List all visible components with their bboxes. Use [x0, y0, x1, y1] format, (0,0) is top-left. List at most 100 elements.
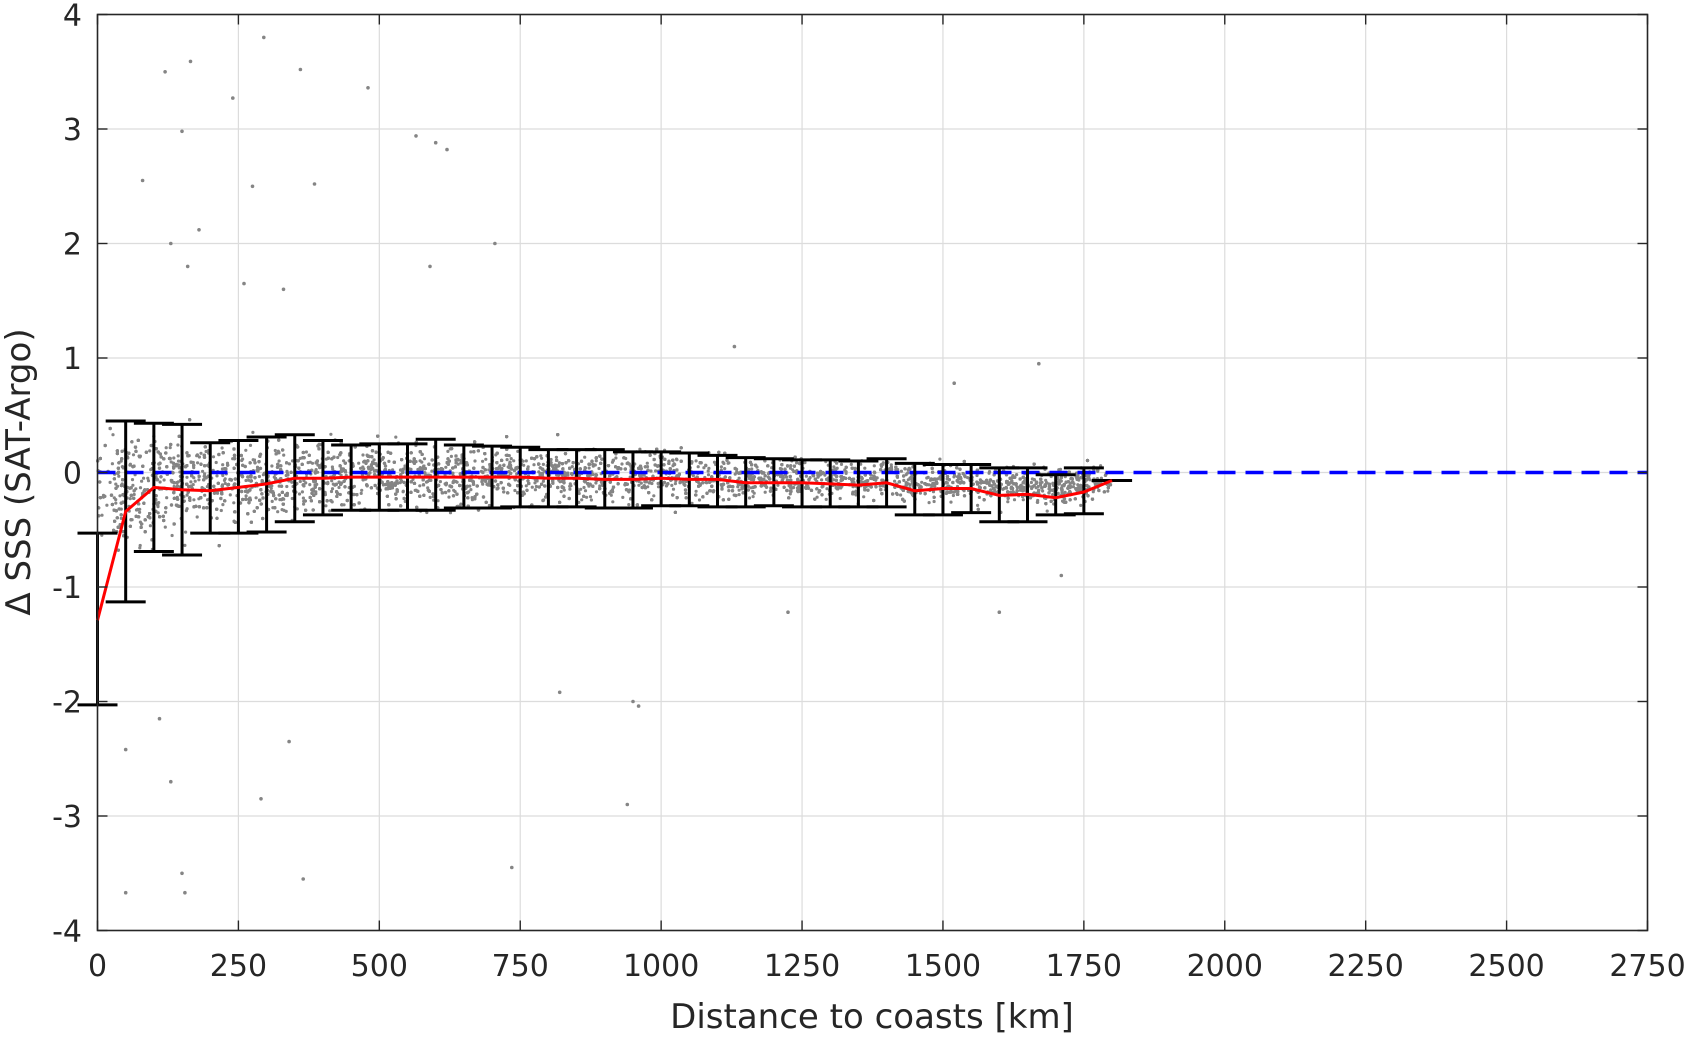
scatter-point [513, 489, 516, 492]
scatter-point [654, 469, 657, 472]
scatter-point [285, 510, 288, 513]
scatter-point [1041, 489, 1044, 492]
scatter-point [525, 484, 528, 487]
scatter-point [627, 503, 630, 506]
scatter-point [329, 433, 332, 436]
scatter-point [1046, 510, 1049, 513]
scatter-point [244, 449, 247, 452]
scatter-point [1030, 481, 1033, 484]
scatter-point [1006, 500, 1009, 503]
scatter-point [585, 496, 588, 499]
scatter-point [920, 481, 923, 484]
scatter-point [203, 494, 206, 497]
scatter-point [255, 496, 258, 499]
scatter-point [185, 509, 188, 512]
scatter-point [752, 495, 755, 498]
scatter-point [720, 465, 723, 468]
scatter-point [594, 473, 597, 476]
scatter-point [197, 478, 200, 481]
scatter-point [532, 463, 535, 466]
scatter-point [649, 469, 652, 472]
scatter-point [285, 485, 288, 488]
scatter-point [672, 488, 675, 491]
scatter-point [140, 480, 143, 483]
scatter-point [201, 470, 204, 473]
scatter-point [657, 482, 660, 485]
scatter-point [221, 446, 224, 449]
scatter-point [584, 489, 587, 492]
scatter-point [195, 454, 198, 457]
scatter-point [692, 474, 695, 477]
scatter-point [357, 462, 360, 465]
scatter-point [657, 485, 660, 488]
scatter-point [444, 491, 447, 494]
scatter-point [171, 534, 174, 537]
scatter-point [560, 490, 563, 493]
scatter-point [512, 459, 515, 462]
scatter-point [138, 511, 141, 514]
scatter-point [336, 456, 339, 459]
scatter-point [223, 479, 226, 482]
scatter-point [873, 464, 876, 467]
scatter-point [502, 490, 505, 493]
scatter-point [614, 456, 617, 459]
scatter-point [895, 492, 898, 495]
scatter-point [938, 458, 941, 461]
scatter-point [199, 452, 202, 455]
scatter-point [484, 458, 487, 461]
scatter-point [750, 467, 753, 470]
scatter-point [820, 478, 823, 481]
scatter-point [879, 485, 882, 488]
scatter-point [805, 475, 808, 478]
scatter-point [738, 493, 741, 496]
scatter-point [270, 464, 273, 467]
scatter-point [840, 463, 843, 466]
scatter-point [589, 495, 592, 498]
scatter-point [429, 496, 432, 499]
scatter-point [184, 531, 187, 534]
scatter-point [331, 487, 334, 490]
scatter-point [640, 482, 643, 485]
scatter-point [534, 488, 537, 491]
scatter-point [535, 485, 538, 488]
scatter-point [288, 462, 291, 465]
scatter-point [131, 484, 134, 487]
scatter-point [189, 480, 192, 483]
scatter-point [302, 497, 305, 500]
scatter-point [1022, 498, 1025, 501]
scatter-point [139, 486, 142, 489]
scatter-point [131, 478, 134, 481]
scatter-point [695, 490, 698, 493]
scatter-point [1059, 468, 1062, 471]
scatter-point [510, 457, 513, 460]
scatter-point [638, 448, 641, 451]
scatter-point [611, 500, 614, 503]
scatter-point [105, 504, 108, 507]
scatter-point [221, 463, 224, 466]
scatter-point [337, 486, 340, 489]
scatter-point [249, 444, 252, 447]
scatter-point [1015, 473, 1018, 476]
scatter-point [271, 500, 274, 503]
scatter-point [129, 497, 132, 500]
scatter-point [251, 431, 254, 434]
scatter-point [531, 486, 534, 489]
scatter-point [825, 498, 828, 501]
scatter-point [646, 462, 649, 465]
scatter-point [196, 515, 199, 518]
scatter-point [525, 459, 528, 462]
scatter-point [675, 458, 678, 461]
scatter-point [360, 489, 363, 492]
scatter-point [569, 484, 572, 487]
scatter-point [425, 481, 428, 484]
scatter-point [795, 461, 798, 464]
scatter-point [928, 501, 931, 504]
scatter-point [149, 524, 152, 527]
scatter-point [129, 463, 132, 466]
scatter-point [332, 483, 335, 486]
scatter-point [194, 480, 197, 483]
scatter-point [142, 477, 145, 480]
scatter-point [420, 461, 423, 464]
